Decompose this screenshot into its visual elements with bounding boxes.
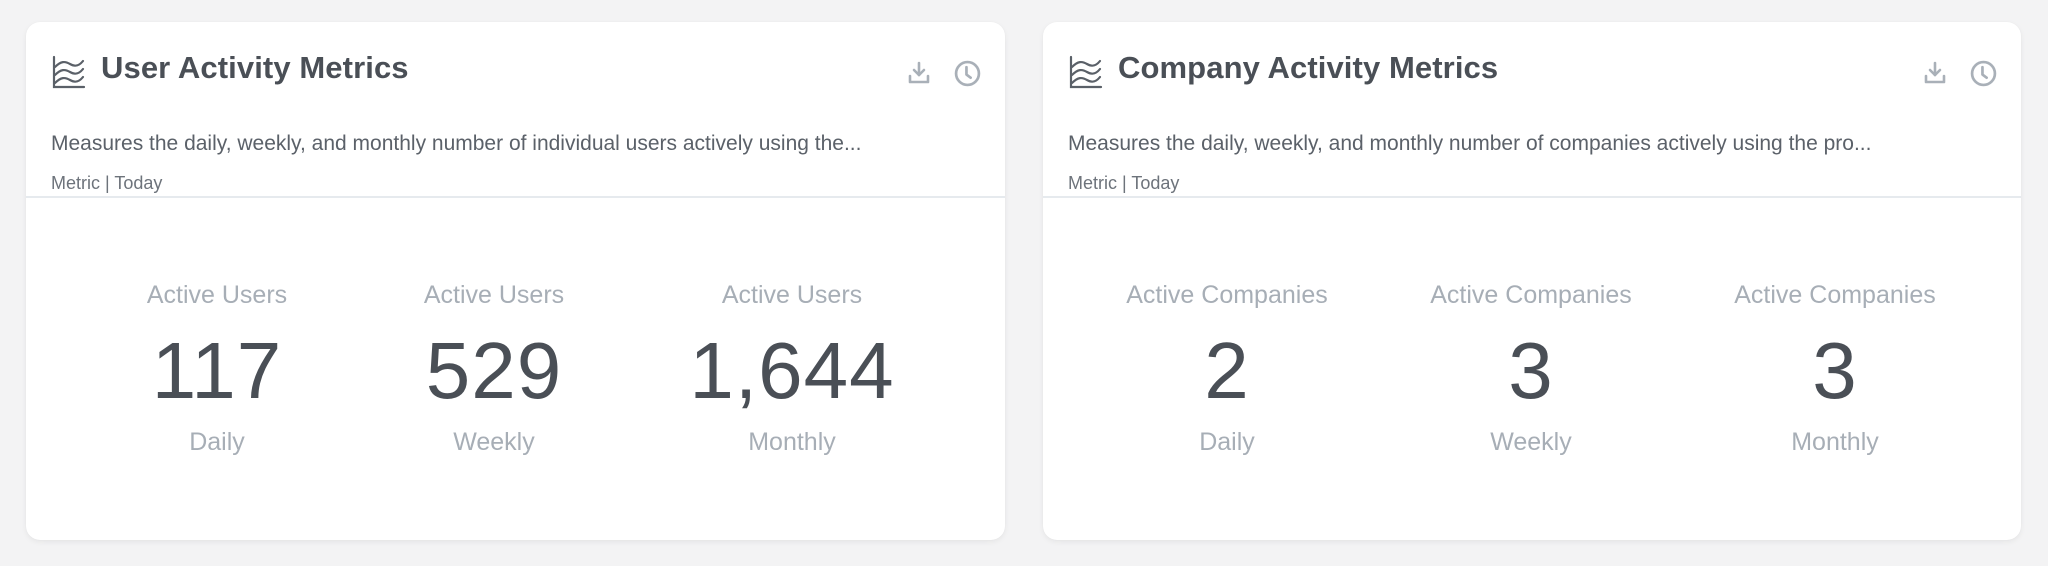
header-divider <box>26 196 1005 198</box>
metric-weekly: Active Users 529 Weekly <box>344 278 644 459</box>
download-button[interactable] <box>905 59 933 87</box>
card-header: Company Activity Metrics Measures the da… <box>1043 22 2021 196</box>
metric-value: 3 <box>1812 326 1858 415</box>
metric-value: 3 <box>1508 326 1554 415</box>
metric-monthly: Active Users 1,644 Monthly <box>642 278 942 459</box>
card-title: User Activity Metrics <box>101 50 409 85</box>
metric-label: Active Users <box>146 281 288 309</box>
metric-label: Active Companies <box>1430 281 1632 309</box>
card-description: Measures the daily, weekly, and monthly … <box>51 132 862 155</box>
metric-label: Active Companies <box>1734 281 1936 309</box>
metric-value: 2 <box>1204 326 1250 415</box>
download-button[interactable] <box>1921 59 1949 87</box>
clock-icon <box>1970 60 1996 86</box>
company-activity-metrics-card: Company Activity Metrics Measures the da… <box>1043 22 2021 540</box>
history-button[interactable] <box>1969 59 1997 87</box>
user-activity-metrics-card: User Activity Metrics Measures the daily… <box>26 22 1005 540</box>
card-title: Company Activity Metrics <box>1118 50 1499 85</box>
metric-period: Daily <box>189 428 245 456</box>
card-header: User Activity Metrics Measures the daily… <box>26 22 1005 196</box>
metric-label: Active Users <box>721 281 863 309</box>
metric-daily: Active Users 117 Daily <box>67 278 367 459</box>
area-chart-icon <box>52 55 86 89</box>
metric-period: Daily <box>1199 428 1255 456</box>
metric-monthly: Active Companies 3 Monthly <box>1685 278 1985 459</box>
clock-icon <box>954 60 980 86</box>
card-description: Measures the daily, weekly, and monthly … <box>1068 132 1872 155</box>
metric-period: Monthly <box>748 428 836 456</box>
metric-label: Active Companies <box>1126 281 1328 309</box>
card-actions <box>1921 59 1997 87</box>
metric-weekly: Active Companies 3 Weekly <box>1381 278 1681 459</box>
area-chart-icon <box>1069 55 1103 89</box>
metric-period: Weekly <box>453 428 535 456</box>
download-icon <box>1924 61 1946 84</box>
download-icon <box>908 61 930 84</box>
history-button[interactable] <box>953 59 981 87</box>
card-meta: Metric | Today <box>1068 173 1180 193</box>
metric-value: 117 <box>151 326 283 415</box>
card-actions <box>905 59 981 87</box>
metric-daily: Active Companies 2 Daily <box>1077 278 1377 459</box>
metric-period: Weekly <box>1490 428 1572 456</box>
metric-value: 529 <box>425 326 563 415</box>
card-meta: Metric | Today <box>51 173 163 193</box>
header-divider <box>1043 196 2021 198</box>
metric-value: 1,644 <box>689 326 895 415</box>
metric-period: Monthly <box>1791 428 1879 456</box>
metric-label: Active Users <box>423 281 565 309</box>
